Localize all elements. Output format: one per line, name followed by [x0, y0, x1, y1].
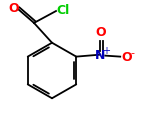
- Text: -: -: [130, 48, 134, 58]
- Text: N: N: [95, 49, 105, 62]
- Text: O: O: [95, 26, 106, 39]
- Text: O: O: [121, 51, 132, 64]
- Text: Cl: Cl: [56, 4, 70, 17]
- Text: +: +: [102, 46, 110, 56]
- Text: O: O: [9, 2, 19, 15]
